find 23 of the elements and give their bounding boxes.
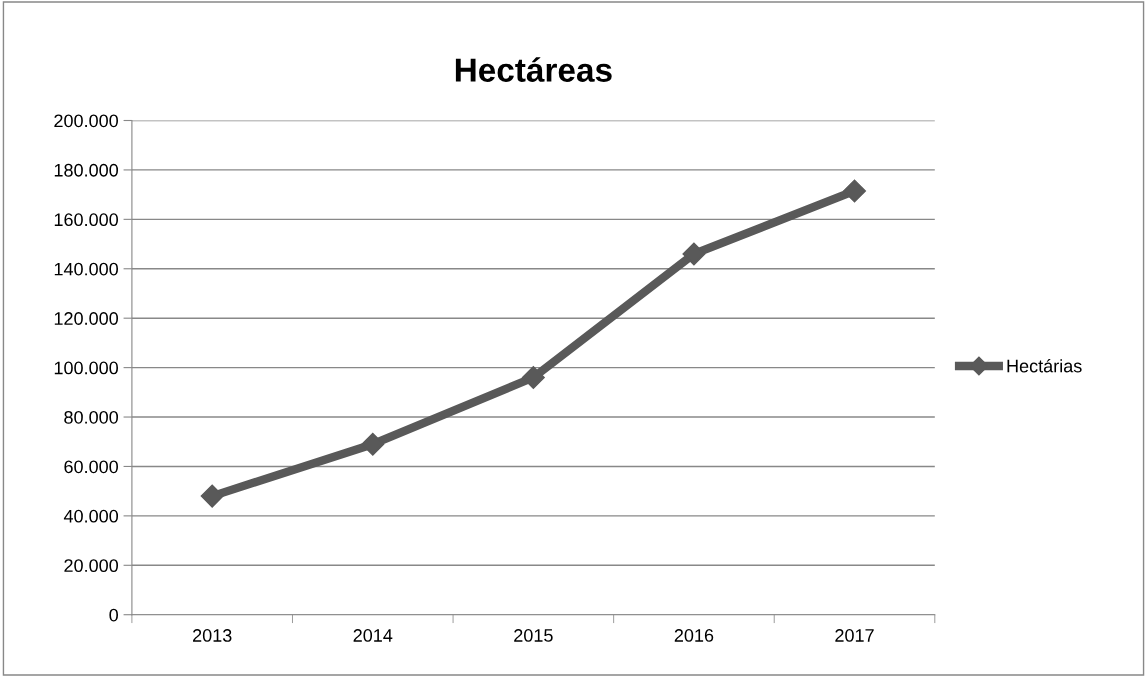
point (521, 365, 545, 389)
x-tick-label: 2013 (193, 629, 232, 642)
x-tick-label: 2015 (514, 629, 553, 642)
y-tick-label: 80.000 (64, 410, 119, 424)
y-tick-label: 0 (109, 608, 119, 622)
y-tick-label: 40.000 (63, 509, 119, 523)
y-tick-label: 160.000 (54, 213, 119, 227)
point (361, 432, 385, 456)
chart-title: Hectáreas (455, 57, 612, 82)
x-tick-label: 2017 (835, 629, 874, 642)
y-tick-label: 60.000 (64, 460, 119, 474)
y-tick-label: 100.000 (54, 361, 119, 375)
x-tick-label: 2016 (674, 629, 714, 642)
x-tick-label: 2014 (353, 629, 393, 642)
point (843, 179, 867, 203)
y-tick-label: 140.000 (54, 262, 119, 276)
y-tick-label: 20.000 (64, 559, 119, 573)
y-tick-label: 120.000 (54, 312, 119, 325)
y-tick-label: 180.000 (54, 163, 119, 177)
point (200, 484, 224, 508)
point (682, 242, 706, 266)
y-tick-label: 200.000 (54, 114, 119, 128)
legend-label: Hectárias (1007, 358, 1082, 373)
